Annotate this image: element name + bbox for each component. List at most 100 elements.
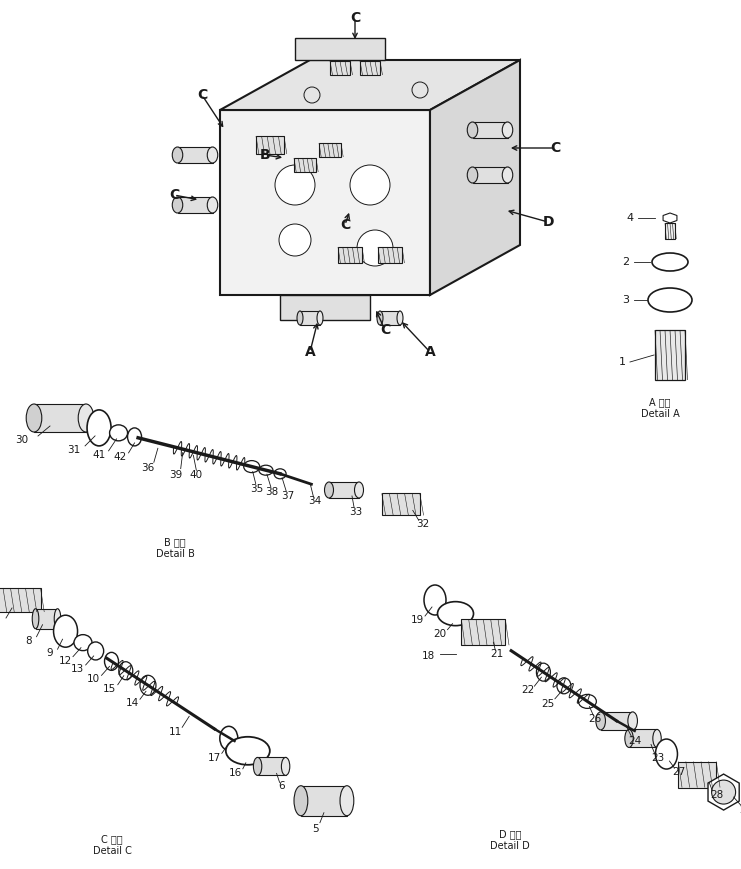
Ellipse shape [87,642,104,660]
Ellipse shape [119,661,133,680]
Bar [378,247,402,263]
Bar [655,330,685,380]
Circle shape [279,224,311,256]
Text: 30: 30 [16,435,29,445]
Ellipse shape [652,253,688,271]
Text: 42: 42 [114,452,127,462]
Bar [665,223,675,239]
Text: 34: 34 [308,496,321,506]
Bar [36,608,58,628]
Ellipse shape [424,585,446,615]
Polygon shape [708,774,740,810]
Ellipse shape [74,634,92,651]
Text: 39: 39 [169,469,182,480]
Ellipse shape [468,167,478,183]
Text: A: A [305,345,316,359]
Text: 11: 11 [168,727,182,737]
Ellipse shape [628,712,637,730]
Text: 19: 19 [411,615,424,625]
Ellipse shape [325,482,333,498]
Bar [319,143,341,157]
Text: 2: 2 [622,257,630,267]
Text: 1: 1 [619,357,625,367]
Ellipse shape [656,739,677,769]
Text: 3: 3 [622,295,630,305]
Text: 20: 20 [433,628,446,639]
Ellipse shape [53,615,78,647]
Text: D: D [542,215,554,229]
Bar [462,620,505,645]
Ellipse shape [579,694,597,708]
Ellipse shape [207,147,218,163]
Text: 35: 35 [250,484,263,494]
Bar [329,482,359,498]
Ellipse shape [596,712,605,730]
Bar [473,167,508,183]
Ellipse shape [282,758,290,775]
Text: 4: 4 [626,213,634,223]
Ellipse shape [79,404,94,432]
Bar [338,247,362,263]
Ellipse shape [207,197,218,213]
Ellipse shape [377,311,383,325]
Bar [601,712,633,730]
Ellipse shape [26,404,41,432]
Ellipse shape [220,726,238,750]
Text: B: B [259,148,270,162]
Text: 16: 16 [229,768,242,778]
Text: 8: 8 [25,636,32,646]
Bar [629,729,657,747]
Text: 9: 9 [46,648,53,658]
Text: 15: 15 [103,684,116,693]
Text: D 詳細
Detail D: D 詳細 Detail D [490,829,530,851]
Text: 37: 37 [282,491,295,501]
Polygon shape [663,213,677,223]
Bar [473,122,508,138]
Text: 13: 13 [71,664,84,674]
Bar [220,110,430,295]
Bar [678,761,717,787]
Ellipse shape [110,425,127,441]
Ellipse shape [127,428,142,446]
Bar [178,197,213,213]
Text: 23: 23 [651,753,665,764]
Bar [178,147,213,163]
Text: 26: 26 [589,714,602,725]
Ellipse shape [653,729,661,747]
Polygon shape [430,60,520,295]
Bar [280,295,370,320]
Ellipse shape [648,288,692,312]
Bar [0,588,41,612]
Ellipse shape [140,675,156,695]
Text: 41: 41 [92,450,105,460]
Text: 18: 18 [422,651,435,660]
Ellipse shape [226,737,270,765]
Text: C: C [197,88,207,102]
Bar [34,404,86,432]
Ellipse shape [104,653,119,670]
Ellipse shape [274,468,286,479]
Ellipse shape [711,780,736,804]
Ellipse shape [87,410,111,446]
Circle shape [275,165,315,205]
Text: 6: 6 [279,781,285,792]
Ellipse shape [259,465,273,475]
Ellipse shape [625,729,634,747]
Circle shape [357,230,393,266]
Text: C: C [380,323,390,337]
Text: 32: 32 [416,520,430,529]
Bar [256,136,284,154]
Text: 14: 14 [125,699,139,708]
Ellipse shape [172,147,183,163]
Ellipse shape [536,663,551,681]
Text: 10: 10 [87,674,100,685]
Text: A 詳細
Detail A: A 詳細 Detail A [641,397,679,419]
Ellipse shape [244,461,259,473]
Text: 33: 33 [349,507,362,517]
Bar [380,311,400,325]
Text: 17: 17 [208,753,222,763]
Ellipse shape [340,786,353,816]
Ellipse shape [502,167,513,183]
Text: 38: 38 [265,488,279,497]
Ellipse shape [468,122,478,138]
